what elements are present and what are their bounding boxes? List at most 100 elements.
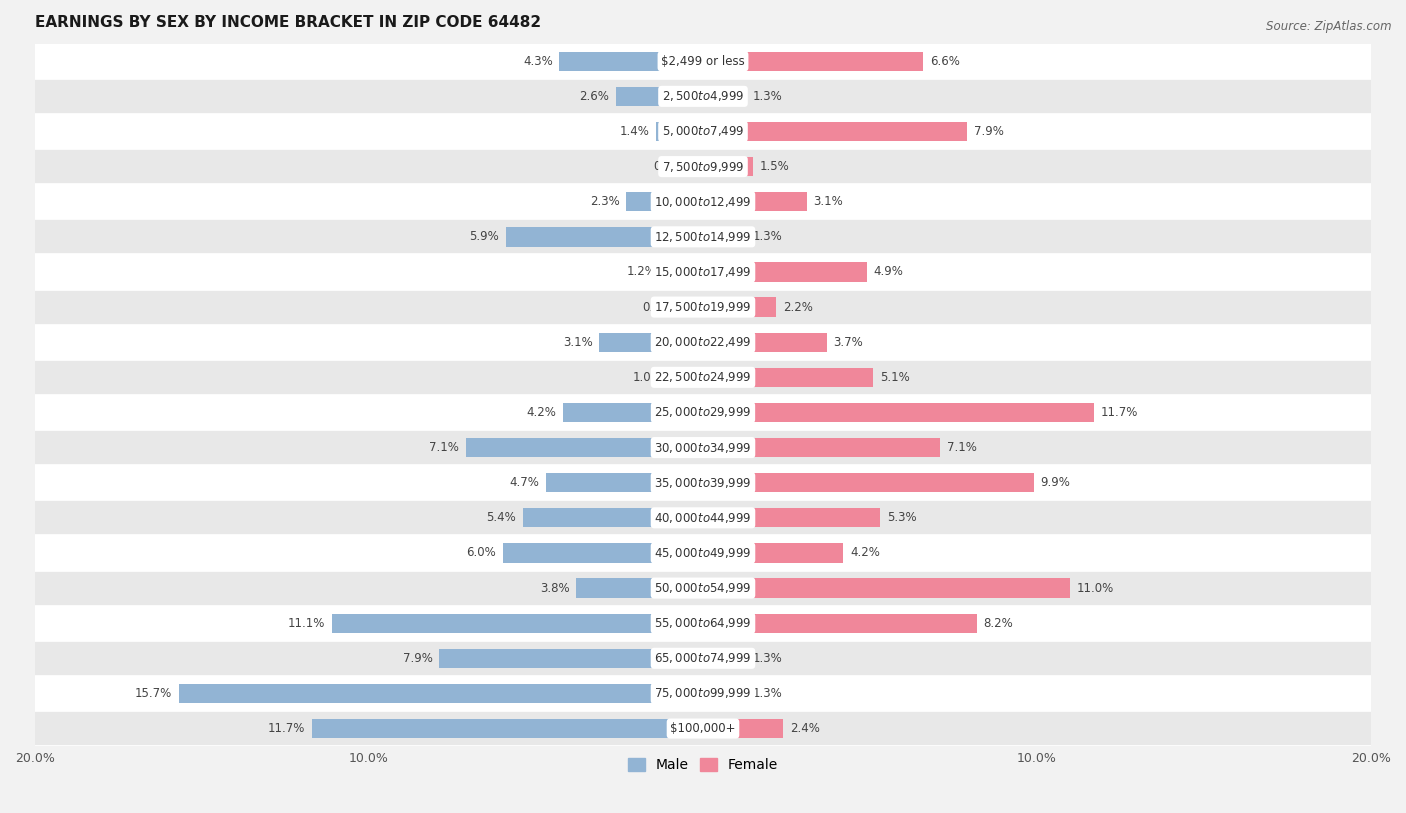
Bar — [179, 684, 703, 703]
Text: $75,000 to $99,999: $75,000 to $99,999 — [654, 686, 752, 701]
Text: 15.7%: 15.7% — [135, 687, 172, 700]
Bar — [35, 536, 1371, 571]
Bar — [502, 543, 703, 563]
Text: $40,000 to $44,999: $40,000 to $44,999 — [654, 511, 752, 525]
Bar — [35, 254, 1371, 289]
Bar — [703, 263, 866, 281]
Text: 3.7%: 3.7% — [834, 336, 863, 349]
Bar — [35, 641, 1371, 676]
Text: 4.7%: 4.7% — [509, 476, 540, 489]
Bar — [560, 51, 703, 71]
Bar — [703, 473, 1033, 493]
Text: 0.17%: 0.17% — [654, 160, 690, 173]
Bar — [703, 122, 967, 141]
Bar — [703, 367, 873, 387]
Text: 4.3%: 4.3% — [523, 54, 553, 67]
Bar — [35, 149, 1371, 185]
Bar — [686, 298, 703, 317]
Bar — [35, 360, 1371, 395]
Text: $100,000+: $100,000+ — [671, 722, 735, 735]
Bar — [35, 220, 1371, 254]
Text: $50,000 to $54,999: $50,000 to $54,999 — [654, 581, 752, 595]
Text: 6.0%: 6.0% — [467, 546, 496, 559]
Text: 2.6%: 2.6% — [579, 90, 609, 103]
Bar — [703, 87, 747, 106]
Text: $55,000 to $64,999: $55,000 to $64,999 — [654, 616, 752, 630]
Bar — [703, 298, 776, 317]
Bar — [546, 473, 703, 493]
Bar — [35, 79, 1371, 114]
Bar — [35, 114, 1371, 149]
Bar — [35, 185, 1371, 220]
Text: 5.1%: 5.1% — [880, 371, 910, 384]
Bar — [439, 649, 703, 668]
Bar — [703, 614, 977, 633]
Text: 4.2%: 4.2% — [851, 546, 880, 559]
Bar — [669, 367, 703, 387]
Text: 3.8%: 3.8% — [540, 581, 569, 594]
Text: 1.2%: 1.2% — [626, 266, 657, 279]
Bar — [657, 122, 703, 141]
Text: $15,000 to $17,499: $15,000 to $17,499 — [654, 265, 752, 279]
Text: $65,000 to $74,999: $65,000 to $74,999 — [654, 651, 752, 665]
Text: 1.3%: 1.3% — [754, 652, 783, 665]
Text: $2,500 to $4,999: $2,500 to $4,999 — [662, 89, 744, 103]
Text: 1.0%: 1.0% — [633, 371, 662, 384]
Bar — [703, 649, 747, 668]
Bar — [703, 333, 827, 352]
Text: $17,500 to $19,999: $17,500 to $19,999 — [654, 300, 752, 314]
Text: 1.3%: 1.3% — [754, 90, 783, 103]
Text: 7.1%: 7.1% — [946, 441, 977, 454]
Text: $2,499 or less: $2,499 or less — [661, 54, 745, 67]
Text: $7,500 to $9,999: $7,500 to $9,999 — [662, 159, 744, 174]
Text: 1.3%: 1.3% — [754, 230, 783, 243]
Bar — [465, 438, 703, 457]
Text: 5.3%: 5.3% — [887, 511, 917, 524]
Text: $45,000 to $49,999: $45,000 to $49,999 — [654, 546, 752, 560]
Text: 11.7%: 11.7% — [1101, 406, 1137, 419]
Text: 8.2%: 8.2% — [984, 617, 1014, 630]
Bar — [626, 192, 703, 211]
Text: EARNINGS BY SEX BY INCOME BRACKET IN ZIP CODE 64482: EARNINGS BY SEX BY INCOME BRACKET IN ZIP… — [35, 15, 541, 30]
Bar — [523, 508, 703, 528]
Text: 2.4%: 2.4% — [790, 722, 820, 735]
Bar — [35, 430, 1371, 465]
Bar — [703, 51, 924, 71]
Bar — [506, 227, 703, 246]
Bar — [35, 571, 1371, 606]
Text: $12,500 to $14,999: $12,500 to $14,999 — [654, 230, 752, 244]
Bar — [35, 711, 1371, 746]
Text: 4.2%: 4.2% — [526, 406, 555, 419]
Text: 4.9%: 4.9% — [873, 266, 903, 279]
Text: 7.9%: 7.9% — [402, 652, 433, 665]
Legend: Male, Female: Male, Female — [623, 753, 783, 778]
Text: 2.3%: 2.3% — [589, 195, 620, 208]
Text: Source: ZipAtlas.com: Source: ZipAtlas.com — [1267, 20, 1392, 33]
Text: 0.52%: 0.52% — [641, 301, 679, 314]
Text: $22,500 to $24,999: $22,500 to $24,999 — [654, 371, 752, 385]
Bar — [35, 324, 1371, 360]
Bar — [35, 606, 1371, 641]
Bar — [576, 578, 703, 598]
Bar — [703, 543, 844, 563]
Bar — [35, 289, 1371, 324]
Text: $20,000 to $22,499: $20,000 to $22,499 — [654, 335, 752, 350]
Bar — [703, 157, 754, 176]
Bar — [312, 719, 703, 738]
Text: $5,000 to $7,499: $5,000 to $7,499 — [662, 124, 744, 138]
Text: 1.3%: 1.3% — [754, 687, 783, 700]
Text: $10,000 to $12,499: $10,000 to $12,499 — [654, 195, 752, 209]
Text: 6.6%: 6.6% — [931, 54, 960, 67]
Bar — [703, 192, 807, 211]
Bar — [35, 465, 1371, 500]
Text: 1.4%: 1.4% — [620, 125, 650, 138]
Text: $25,000 to $29,999: $25,000 to $29,999 — [654, 406, 752, 420]
Text: 1.5%: 1.5% — [759, 160, 790, 173]
Text: 3.1%: 3.1% — [813, 195, 844, 208]
Text: 3.1%: 3.1% — [562, 336, 593, 349]
Text: 11.1%: 11.1% — [288, 617, 326, 630]
Bar — [703, 719, 783, 738]
Text: 7.9%: 7.9% — [973, 125, 1004, 138]
Bar — [703, 578, 1070, 598]
Text: 11.0%: 11.0% — [1077, 581, 1115, 594]
